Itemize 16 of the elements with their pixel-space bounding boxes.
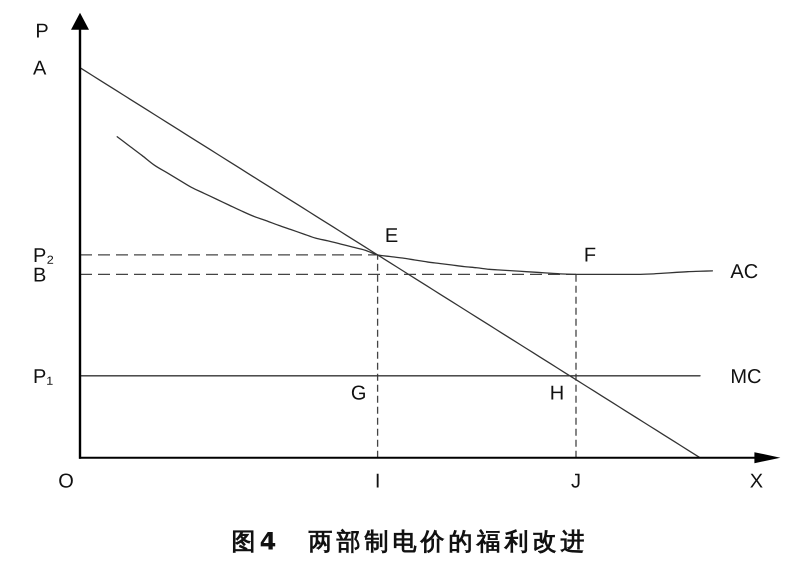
- x-tick-label: I: [374, 470, 380, 493]
- annotation: E: [384, 224, 398, 247]
- annotation: G: [350, 382, 366, 404]
- annotation: H: [550, 382, 564, 404]
- text: O: [58, 470, 74, 493]
- series-label: AC: [730, 260, 758, 283]
- ref-line-label: P₂: [33, 244, 54, 267]
- text: A: [33, 58, 47, 80]
- y-axis-title: P: [35, 20, 49, 43]
- x-tick-label: J: [571, 470, 581, 493]
- ref-line-label: B: [33, 264, 46, 286]
- text: 图4 两部制电价的福利改进: [232, 527, 588, 556]
- text: P₁: [33, 366, 54, 388]
- series-label: MC: [730, 366, 762, 388]
- annotation: F: [584, 244, 596, 266]
- x-axis-title: X: [750, 470, 764, 493]
